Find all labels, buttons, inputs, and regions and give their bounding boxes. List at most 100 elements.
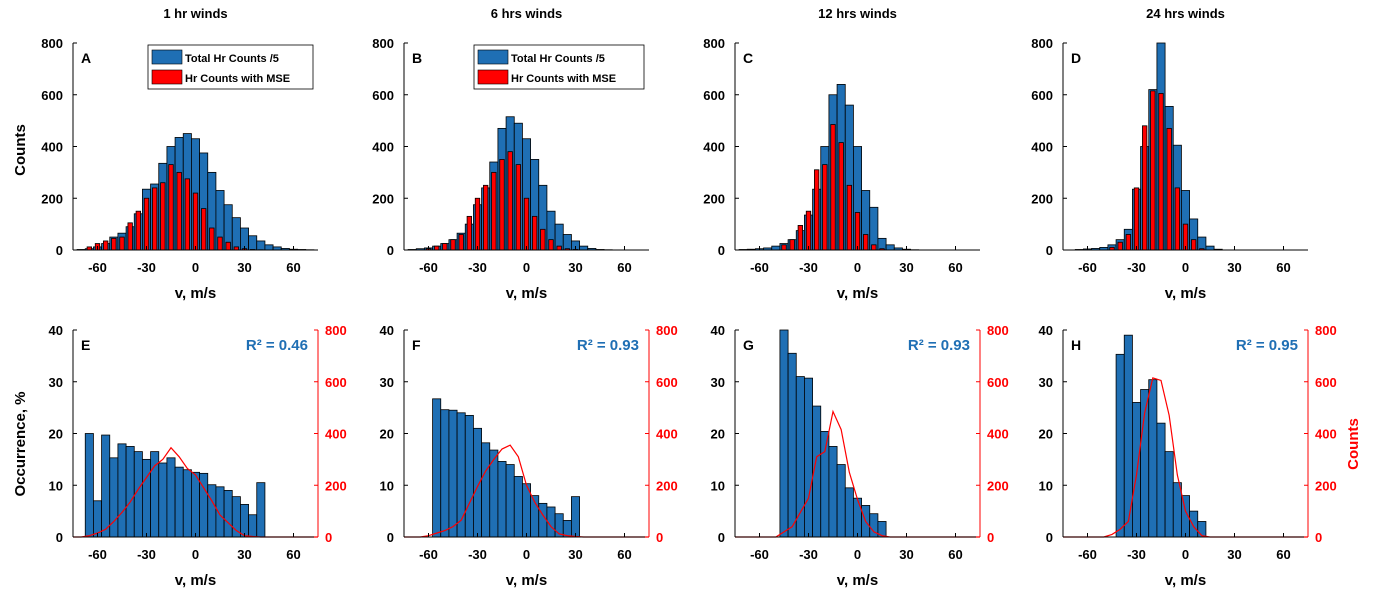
y-tick-label: 400 (703, 140, 725, 155)
bar-total (771, 245, 781, 251)
panel-letter: C (743, 50, 753, 66)
bar-occurrence (432, 398, 442, 538)
bar-occurrence (1156, 422, 1166, 538)
x-tick-label: 30 (1227, 260, 1241, 275)
panel-title: 24 hrs winds (1146, 6, 1225, 21)
x-tick-label: -30 (799, 547, 818, 562)
bar-mse (184, 178, 190, 251)
y-tick-label: 0 (718, 530, 725, 545)
y2-tick-label: 0 (987, 530, 994, 545)
x-tick-label: 30 (1227, 547, 1241, 562)
bar-mse (143, 197, 150, 251)
bar-occurrence (256, 482, 266, 538)
legend-label-red: Hr Counts with MSE (511, 73, 616, 85)
bar-mse (1166, 127, 1172, 251)
bar-occurrence (804, 377, 813, 538)
y-tick-label: 800 (41, 36, 63, 51)
bar-occurrence (101, 434, 111, 538)
bar-mse (434, 245, 440, 251)
y-tick-label: 10 (711, 478, 725, 493)
y-tick-label: 800 (703, 36, 725, 51)
bar-mse (548, 239, 554, 251)
bar-occurrence (1164, 451, 1174, 538)
y-tick-label: 30 (380, 375, 394, 390)
y-tick-label: 200 (41, 191, 63, 206)
bar-mse (556, 245, 562, 251)
bar-total (562, 234, 572, 251)
bar-mse (797, 225, 803, 251)
bar-mse (499, 159, 505, 251)
bar-occurrence (1172, 482, 1182, 538)
y-tick-label: 20 (49, 427, 63, 442)
bar-total (248, 235, 258, 251)
legend: Total Hr Counts /5 Hr Counts with MSE (473, 44, 645, 90)
y-tick-label: 0 (1046, 530, 1053, 545)
y-tick-label: 10 (380, 478, 394, 493)
bar-mse (523, 197, 530, 251)
x-tick-label: -30 (1127, 260, 1146, 275)
x-tick-label: -30 (468, 260, 487, 275)
bar-occurrence (787, 352, 797, 538)
x-axis-label: v, m/s (837, 285, 878, 302)
bar-mse (830, 124, 836, 251)
x-tick-label: -60 (88, 260, 107, 275)
x-tick-label: 30 (237, 547, 251, 562)
bar-occurrence (448, 409, 458, 538)
bar-mse (160, 182, 166, 251)
occurrence-ylabel: Occurrence, % (12, 391, 29, 496)
panel-letter: E (81, 337, 90, 353)
bar-mse (789, 239, 795, 251)
bar-occurrence (853, 497, 862, 538)
x-tick-label: 0 (192, 547, 199, 562)
x-axis-label: v, m/s (506, 285, 547, 302)
y2-tick-label: 800 (1315, 323, 1337, 338)
x-axis-label: v, m/s (175, 572, 216, 589)
bar-total (885, 244, 895, 251)
x-tick-label: 0 (854, 260, 861, 275)
y-tick-label: 0 (718, 243, 725, 258)
x-tick-label: 60 (617, 260, 631, 275)
y-tick-label: 40 (1039, 323, 1053, 338)
bar-occurrence (779, 329, 789, 538)
x-tick-label: -60 (750, 260, 769, 275)
y2-tick-label: 400 (325, 427, 347, 442)
r-squared-annotation: R² = 0.93 (908, 337, 970, 354)
x-tick-label: 30 (899, 547, 913, 562)
bar-mse (168, 164, 174, 251)
y2-tick-label: 200 (1315, 478, 1337, 493)
y-tick-label: 0 (56, 530, 63, 545)
bar-mse (135, 210, 141, 251)
y-tick-label: 800 (372, 36, 394, 51)
x-tick-label: 60 (617, 547, 631, 562)
y2-tick-label: 600 (987, 375, 1009, 390)
y-tick-label: 200 (703, 191, 725, 206)
bar-mse (111, 237, 117, 251)
bar-occurrence (1197, 521, 1207, 538)
x-axis-label: v, m/s (506, 572, 547, 589)
x-tick-label: -60 (750, 547, 769, 562)
legend-swatch-red (151, 69, 183, 85)
y-tick-label: 400 (372, 140, 394, 155)
bar-total (264, 244, 274, 251)
y-tick-label: 40 (711, 323, 725, 338)
bar-occurrence (828, 446, 838, 538)
bar-mse (814, 169, 820, 251)
bar-occurrence (109, 457, 119, 538)
bar-total (869, 206, 879, 251)
legend-label-blue: Total Hr Counts /5 (185, 53, 279, 65)
bar-total (579, 245, 589, 251)
x-tick-label: 30 (899, 260, 913, 275)
legend-swatch-red (477, 69, 509, 85)
y-tick-label: 30 (711, 375, 725, 390)
bar-mse (192, 192, 199, 251)
bar-total (256, 240, 266, 251)
bar-mse (854, 212, 861, 251)
bar-mse (1158, 93, 1164, 251)
bar-occurrence (125, 446, 135, 538)
panel-letter: B (412, 50, 422, 66)
bar-occurrence (464, 414, 474, 538)
